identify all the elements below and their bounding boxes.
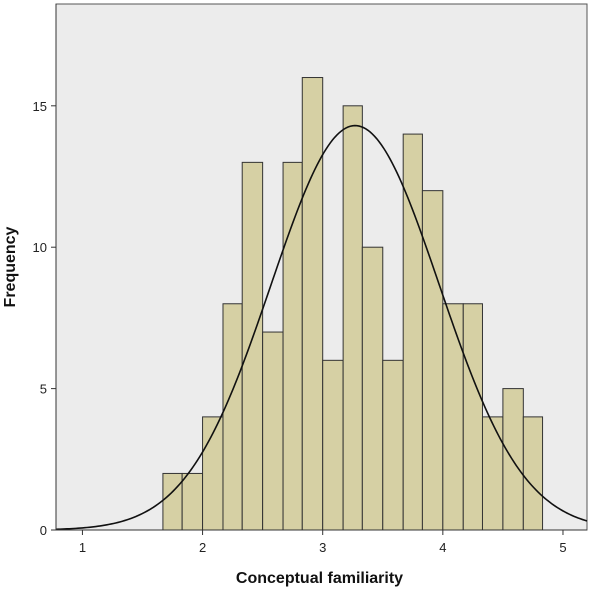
histogram-bar (361, 246, 384, 531)
histogram-bar (301, 77, 324, 531)
histogram-bar (421, 190, 444, 531)
x-tick-label: 1 (79, 540, 86, 555)
x-tick-label: 3 (319, 540, 326, 555)
histogram-bar (222, 303, 243, 531)
histogram-bar (481, 416, 504, 531)
histogram-bar (162, 472, 183, 531)
histogram-bar (262, 331, 284, 531)
y-axis-ticks: 0 5 10 15 (33, 99, 56, 538)
x-axis-ticks: 1 2 3 4 5 (79, 530, 567, 555)
histogram-bar (241, 161, 264, 531)
y-tick-label: 5 (40, 382, 47, 397)
normal-curve (55, 124, 588, 531)
x-axis-title: Conceptual familiarity (236, 570, 403, 587)
y-tick-label: 10 (33, 240, 47, 255)
y-axis-title: Frequency (2, 226, 19, 307)
axes (55, 4, 587, 531)
x-tick-label: 4 (439, 540, 446, 555)
x-tick-label: 5 (559, 540, 566, 555)
histogram-bar (181, 472, 204, 531)
histogram-bar (522, 416, 544, 531)
y-tick-label: 15 (33, 99, 47, 114)
histogram-bar (442, 303, 464, 531)
histogram-bar (462, 303, 483, 531)
x-tick-label: 2 (199, 540, 206, 555)
histogram-bar (322, 359, 344, 531)
histogram-bars (162, 77, 544, 531)
histogram-bar (382, 359, 404, 531)
histogram-bar (282, 161, 303, 531)
histogram-bar (342, 105, 363, 531)
y-tick-label: 0 (40, 523, 47, 538)
